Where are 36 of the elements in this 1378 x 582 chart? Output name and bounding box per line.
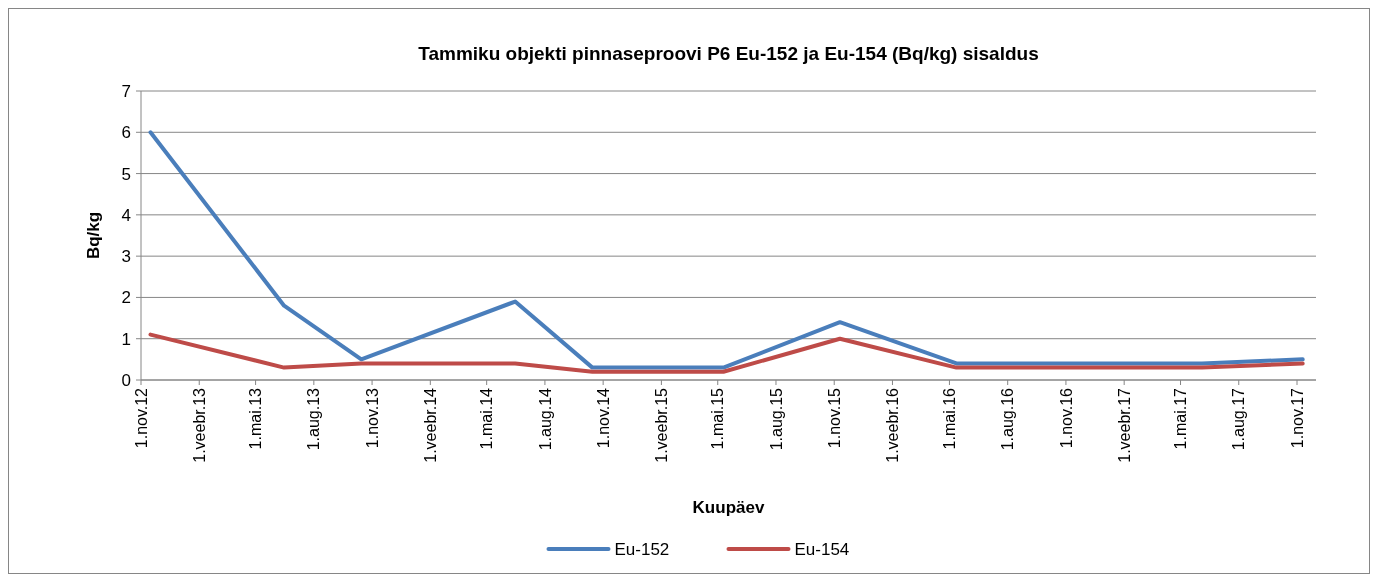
x-tick-label: 1.veebr.14 — [421, 387, 439, 463]
legend-label: Eu-154 — [794, 539, 850, 559]
y-tick-label: 3 — [121, 247, 131, 267]
y-tick-label: 5 — [121, 164, 131, 184]
y-tick-label: 6 — [121, 123, 131, 143]
y-tick-label: 7 — [121, 81, 131, 101]
x-tick-label: 1.mai.16 — [941, 387, 959, 450]
x-tick-label: 1.veebr.16 — [884, 387, 902, 463]
x-tick-label: 1.nov.14 — [594, 387, 612, 449]
x-tick-label: 1.aug.13 — [305, 387, 323, 451]
x-tick-label: 1.mai.14 — [478, 387, 496, 450]
x-tick-label: 1.aug.14 — [536, 387, 554, 451]
x-tick-label: 1.nov.16 — [1057, 387, 1075, 449]
y-tick-label: 2 — [121, 288, 131, 308]
x-tick-label: 1.aug.17 — [1230, 387, 1248, 451]
x-tick-label: 1.mai.15 — [709, 387, 727, 450]
x-tick-label: 1.nov.12 — [132, 387, 150, 449]
y-tick-label: 1 — [121, 329, 131, 349]
x-tick-label: 1.aug.15 — [767, 387, 785, 451]
x-tick-label: 1.mai.17 — [1172, 387, 1190, 450]
chart-title: Tammiku objekti pinnaseproovi P6 Eu-152 ja Eu-154 (Bq/kg) sisaldus — [418, 43, 1039, 64]
legend-label: Eu-152 — [614, 539, 670, 559]
x-tick-label: 1.aug.16 — [999, 387, 1017, 451]
x-tick-label: 1.nov.13 — [363, 387, 381, 449]
x-tick-label: 1.veebr.13 — [190, 387, 208, 463]
x-tick-label: 1.nov.15 — [825, 387, 843, 449]
x-axis-title: Kuupäev — [692, 498, 765, 517]
line-series — [148, 130, 1305, 370]
x-tick-label: 1.nov.17 — [1288, 387, 1306, 449]
y-axis-title: Bq/kg — [84, 211, 103, 260]
line-series — [148, 332, 1305, 374]
x-tick-label: 1.veebr.15 — [652, 387, 670, 463]
x-tick-label: 1.veebr.17 — [1115, 387, 1133, 463]
x-tick-label: 1.mai.13 — [247, 387, 265, 450]
y-tick-label: 0 — [121, 370, 131, 390]
y-tick-label: 4 — [121, 205, 131, 225]
